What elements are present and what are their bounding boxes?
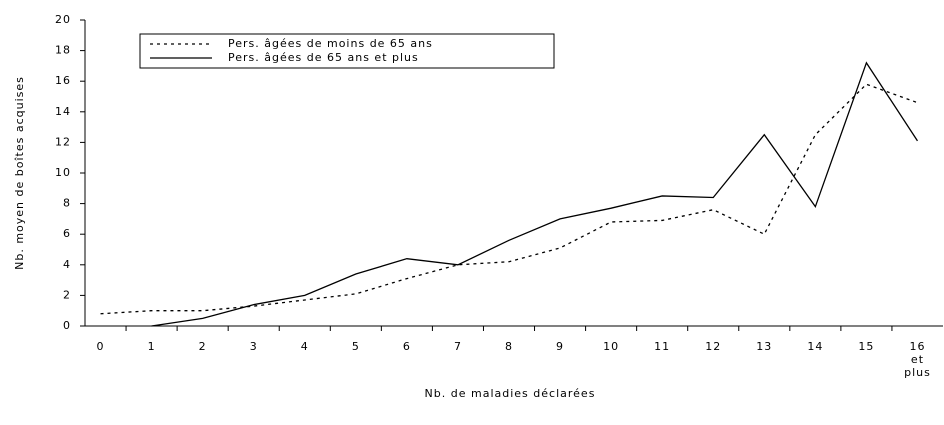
series-line	[151, 61, 919, 327]
x-tick-label: 7	[453, 340, 462, 353]
x-tick-label: 4	[300, 340, 309, 353]
x-axis-label: Nb. de maladies déclarées	[425, 387, 596, 400]
y-tick-label: 16	[55, 74, 71, 87]
x-tick-label: 14	[807, 340, 824, 353]
x-tick-label: 8	[505, 340, 513, 353]
x-tick-label: 1	[147, 340, 156, 353]
legend-label: Pers. âgées de 65 ans et plus	[228, 51, 419, 64]
y-tick-label: 20	[55, 13, 71, 26]
y-tick-label: 10	[55, 166, 71, 179]
x-tick-label: 12	[705, 340, 722, 353]
x-tick-label: 3	[249, 340, 258, 353]
y-tick-label: 4	[63, 258, 71, 271]
x-tick-label: 0	[96, 340, 105, 353]
x-tick-label: 16 et plus	[904, 340, 931, 379]
y-tick-label: 18	[55, 44, 71, 57]
y-tick-label: 14	[55, 105, 71, 118]
x-tick-label: 5	[351, 340, 360, 353]
x-tick-label: 11	[654, 340, 671, 353]
x-tick-label: 9	[556, 340, 565, 353]
x-tick-label: 13	[756, 340, 773, 353]
y-tick-label: 6	[63, 227, 71, 240]
y-tick-label: 2	[63, 288, 71, 301]
y-tick-label: 8	[63, 197, 71, 210]
y-tick-label: 0	[63, 319, 71, 332]
y-axis-label: Nb. moyen de boîtes acquises	[13, 76, 26, 270]
x-tick-label: 6	[402, 340, 411, 353]
y-tick-label: 12	[55, 135, 71, 148]
series-line	[100, 83, 918, 315]
x-tick-label: 15	[858, 340, 875, 353]
legend-label: Pers. âgées de moins de 65 ans	[228, 37, 433, 50]
x-tick-label: 2	[198, 340, 207, 353]
x-tick-label: 10	[603, 340, 620, 353]
legend-box	[139, 33, 555, 69]
